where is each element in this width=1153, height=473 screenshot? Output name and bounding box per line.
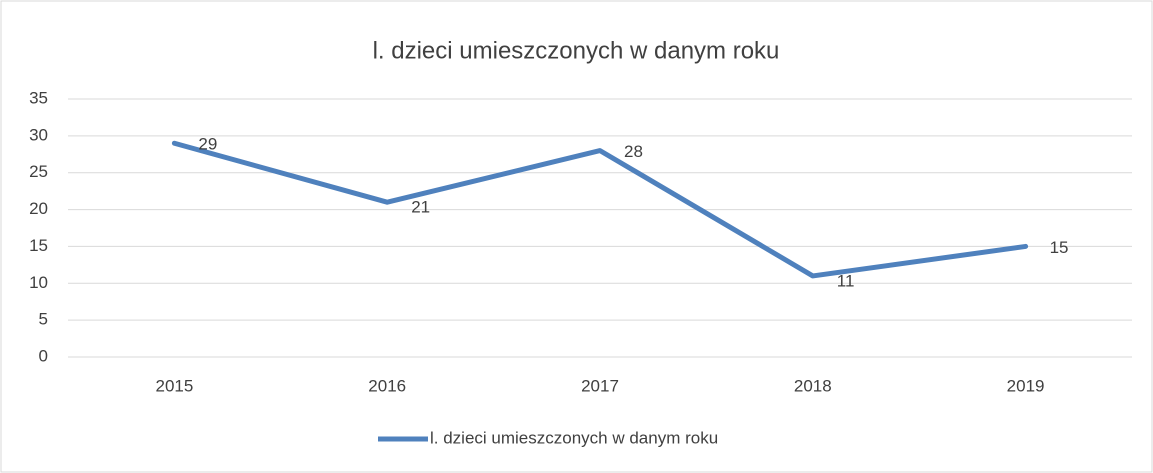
- y-tick-label: 15: [29, 236, 48, 255]
- data-label: 29: [198, 135, 217, 154]
- x-tick-label: 2017: [581, 376, 619, 395]
- legend-label: l. dzieci umieszczonych w danym roku: [430, 428, 718, 447]
- y-tick-label: 20: [29, 199, 48, 218]
- data-line: [171, 140, 1029, 279]
- y-tick-label: 35: [29, 88, 48, 107]
- x-tick-label: 2016: [368, 376, 406, 395]
- x-tick-label: 2019: [1007, 376, 1045, 395]
- y-tick-label: 0: [39, 346, 48, 365]
- y-tick-label: 10: [29, 273, 48, 292]
- y-tick-label: 25: [29, 162, 48, 181]
- data-label: 21: [411, 198, 430, 217]
- chart-title: l. dzieci umieszczonych w danym roku: [373, 37, 780, 64]
- data-label: 28: [624, 142, 643, 161]
- y-tick-label: 30: [29, 125, 48, 144]
- x-tick-label: 2015: [155, 376, 193, 395]
- data-label: 15: [1050, 238, 1069, 257]
- x-tick-label: 2018: [794, 376, 832, 395]
- data-label: 11: [837, 271, 855, 290]
- y-tick-label: 5: [39, 310, 48, 329]
